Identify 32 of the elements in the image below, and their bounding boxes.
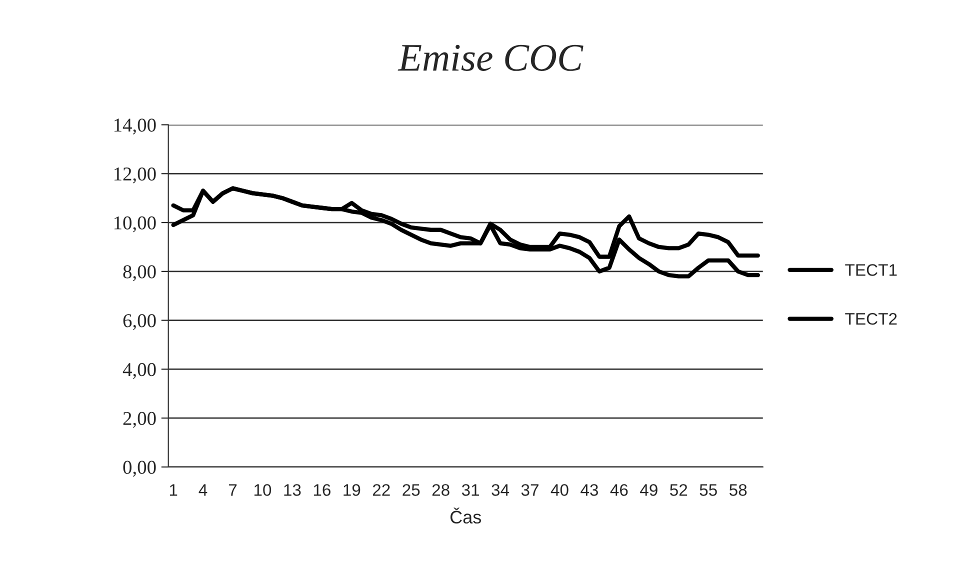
x-tick-label: 4 bbox=[198, 484, 208, 496]
x-tick-label: 7 bbox=[228, 484, 237, 496]
y-tick-label: 6,00 bbox=[123, 314, 156, 330]
x-tick-label: 31 bbox=[462, 484, 480, 496]
x-tick-label: 52 bbox=[670, 484, 688, 496]
x-tick-label: 40 bbox=[550, 484, 568, 496]
x-tick-label: 16 bbox=[314, 484, 330, 496]
x-tick-label: 1 bbox=[170, 484, 178, 496]
x-axis-title: Čas bbox=[450, 508, 482, 524]
y-tick-label: 10,00 bbox=[114, 216, 156, 232]
x-tick-label: 28 bbox=[432, 484, 450, 496]
x-tick-label: 37 bbox=[521, 484, 538, 496]
x-tick-label: 34 bbox=[492, 484, 510, 496]
y-tick-label: 4,00 bbox=[122, 363, 156, 379]
legend-label: TECT2 bbox=[845, 312, 897, 325]
y-tick-label: 0,00 bbox=[123, 460, 156, 477]
legend-label: TECT1 bbox=[845, 264, 897, 276]
x-tick-label: 25 bbox=[402, 484, 420, 496]
x-tick-label: 43 bbox=[580, 484, 598, 496]
x-tick-label: 22 bbox=[372, 484, 390, 496]
x-tick-label: 19 bbox=[344, 484, 360, 496]
x-tick-label: 46 bbox=[610, 484, 628, 496]
x-tick-label: 10 bbox=[254, 484, 272, 496]
y-tick-label: 14,00 bbox=[114, 118, 156, 134]
x-tick-label: 55 bbox=[700, 484, 717, 496]
x-tick-label: 58 bbox=[729, 484, 747, 496]
y-tick-label: 12,00 bbox=[114, 167, 156, 184]
chart-title: Emise COC bbox=[398, 44, 584, 71]
y-tick-label: 2,00 bbox=[123, 412, 156, 428]
y-tick-label: 8,00 bbox=[123, 265, 156, 282]
x-tick-label: 49 bbox=[640, 484, 658, 496]
x-tick-label: 13 bbox=[284, 484, 301, 496]
